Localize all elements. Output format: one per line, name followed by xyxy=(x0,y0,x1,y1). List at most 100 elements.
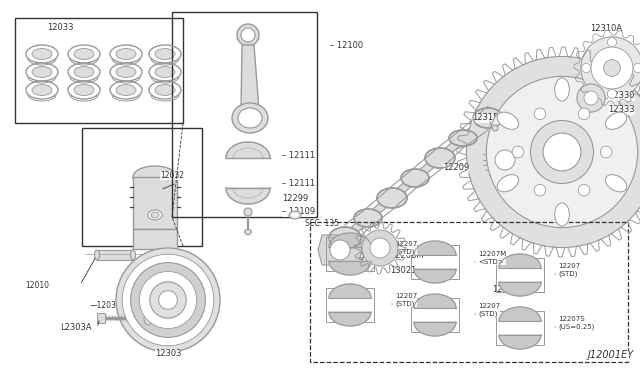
Ellipse shape xyxy=(74,67,94,77)
Polygon shape xyxy=(414,269,456,283)
Ellipse shape xyxy=(144,311,152,325)
Text: 12207
(STD): 12207 (STD) xyxy=(478,303,500,317)
Circle shape xyxy=(577,84,605,112)
Polygon shape xyxy=(499,335,541,349)
Circle shape xyxy=(330,240,350,260)
Circle shape xyxy=(582,64,591,73)
Bar xyxy=(326,237,374,271)
Ellipse shape xyxy=(492,125,498,131)
Text: J12001EY: J12001EY xyxy=(588,350,634,360)
Polygon shape xyxy=(329,284,371,298)
Text: 12310A: 12310A xyxy=(590,24,622,33)
Circle shape xyxy=(543,133,581,171)
Ellipse shape xyxy=(241,28,255,42)
Ellipse shape xyxy=(74,48,94,60)
Circle shape xyxy=(370,238,390,258)
Ellipse shape xyxy=(32,48,52,60)
Ellipse shape xyxy=(133,166,177,188)
Ellipse shape xyxy=(238,108,262,128)
Polygon shape xyxy=(414,241,456,255)
Ellipse shape xyxy=(605,174,627,192)
Circle shape xyxy=(159,291,177,310)
Text: —12032: —12032 xyxy=(90,301,122,310)
Polygon shape xyxy=(414,294,456,308)
Bar xyxy=(15,18,183,123)
Text: 12207
(STD): 12207 (STD) xyxy=(395,241,417,255)
Bar xyxy=(172,12,317,217)
Circle shape xyxy=(604,60,620,76)
Polygon shape xyxy=(329,261,371,275)
Circle shape xyxy=(512,146,524,158)
Bar xyxy=(97,250,133,260)
Ellipse shape xyxy=(155,67,175,77)
Bar xyxy=(82,128,202,246)
Ellipse shape xyxy=(32,84,52,96)
Polygon shape xyxy=(226,142,270,158)
Text: SEC. 135: SEC. 135 xyxy=(305,219,339,228)
Ellipse shape xyxy=(237,24,259,46)
Text: 12033: 12033 xyxy=(47,23,73,32)
Polygon shape xyxy=(362,198,398,218)
Bar xyxy=(496,311,544,345)
Ellipse shape xyxy=(555,203,570,226)
Bar xyxy=(97,313,105,323)
Ellipse shape xyxy=(377,188,407,208)
Circle shape xyxy=(486,76,637,228)
Text: 12207M
<STD>: 12207M <STD> xyxy=(478,251,506,264)
Ellipse shape xyxy=(354,209,382,227)
Polygon shape xyxy=(329,233,371,247)
Text: 12207S
(US=0.25): 12207S (US=0.25) xyxy=(558,316,595,330)
Ellipse shape xyxy=(232,103,268,133)
Circle shape xyxy=(531,121,593,183)
Ellipse shape xyxy=(497,112,518,129)
Polygon shape xyxy=(499,282,541,296)
Text: 12330: 12330 xyxy=(608,92,634,100)
Polygon shape xyxy=(339,218,374,238)
Circle shape xyxy=(634,64,640,73)
Text: – 12111: – 12111 xyxy=(282,179,315,187)
Circle shape xyxy=(140,272,196,328)
Polygon shape xyxy=(386,178,421,198)
Bar xyxy=(133,229,177,249)
Ellipse shape xyxy=(473,108,503,128)
Polygon shape xyxy=(226,188,270,204)
Text: 12209: 12209 xyxy=(443,164,469,173)
Text: 13021: 13021 xyxy=(390,266,417,275)
Text: 12331: 12331 xyxy=(492,285,518,294)
Ellipse shape xyxy=(155,84,175,96)
Ellipse shape xyxy=(131,250,136,260)
Polygon shape xyxy=(409,158,446,178)
Circle shape xyxy=(607,89,616,99)
Text: 12333: 12333 xyxy=(608,106,635,115)
Ellipse shape xyxy=(329,227,361,249)
Circle shape xyxy=(534,185,546,196)
Ellipse shape xyxy=(155,48,175,60)
Circle shape xyxy=(581,37,640,99)
Circle shape xyxy=(131,263,205,337)
Bar xyxy=(496,258,544,292)
Ellipse shape xyxy=(292,213,298,217)
Ellipse shape xyxy=(449,130,477,146)
Polygon shape xyxy=(241,45,259,110)
Text: 12303: 12303 xyxy=(155,349,181,358)
Ellipse shape xyxy=(74,84,94,96)
Text: 12207
(STD): 12207 (STD) xyxy=(558,263,580,277)
Text: – 12100: – 12100 xyxy=(330,41,363,49)
Ellipse shape xyxy=(425,148,455,168)
Bar xyxy=(133,177,177,229)
Circle shape xyxy=(579,185,590,196)
Bar xyxy=(411,298,459,332)
Ellipse shape xyxy=(151,212,159,218)
Text: 12314M: 12314M xyxy=(510,195,543,204)
Polygon shape xyxy=(457,118,494,138)
Circle shape xyxy=(607,38,616,47)
Ellipse shape xyxy=(401,169,429,187)
Text: 12200: 12200 xyxy=(338,253,364,262)
Circle shape xyxy=(122,254,214,346)
Circle shape xyxy=(116,248,220,352)
Text: – 12109: – 12109 xyxy=(282,208,315,217)
Ellipse shape xyxy=(244,230,252,234)
Ellipse shape xyxy=(289,211,301,219)
Circle shape xyxy=(579,108,590,119)
Circle shape xyxy=(584,91,598,105)
